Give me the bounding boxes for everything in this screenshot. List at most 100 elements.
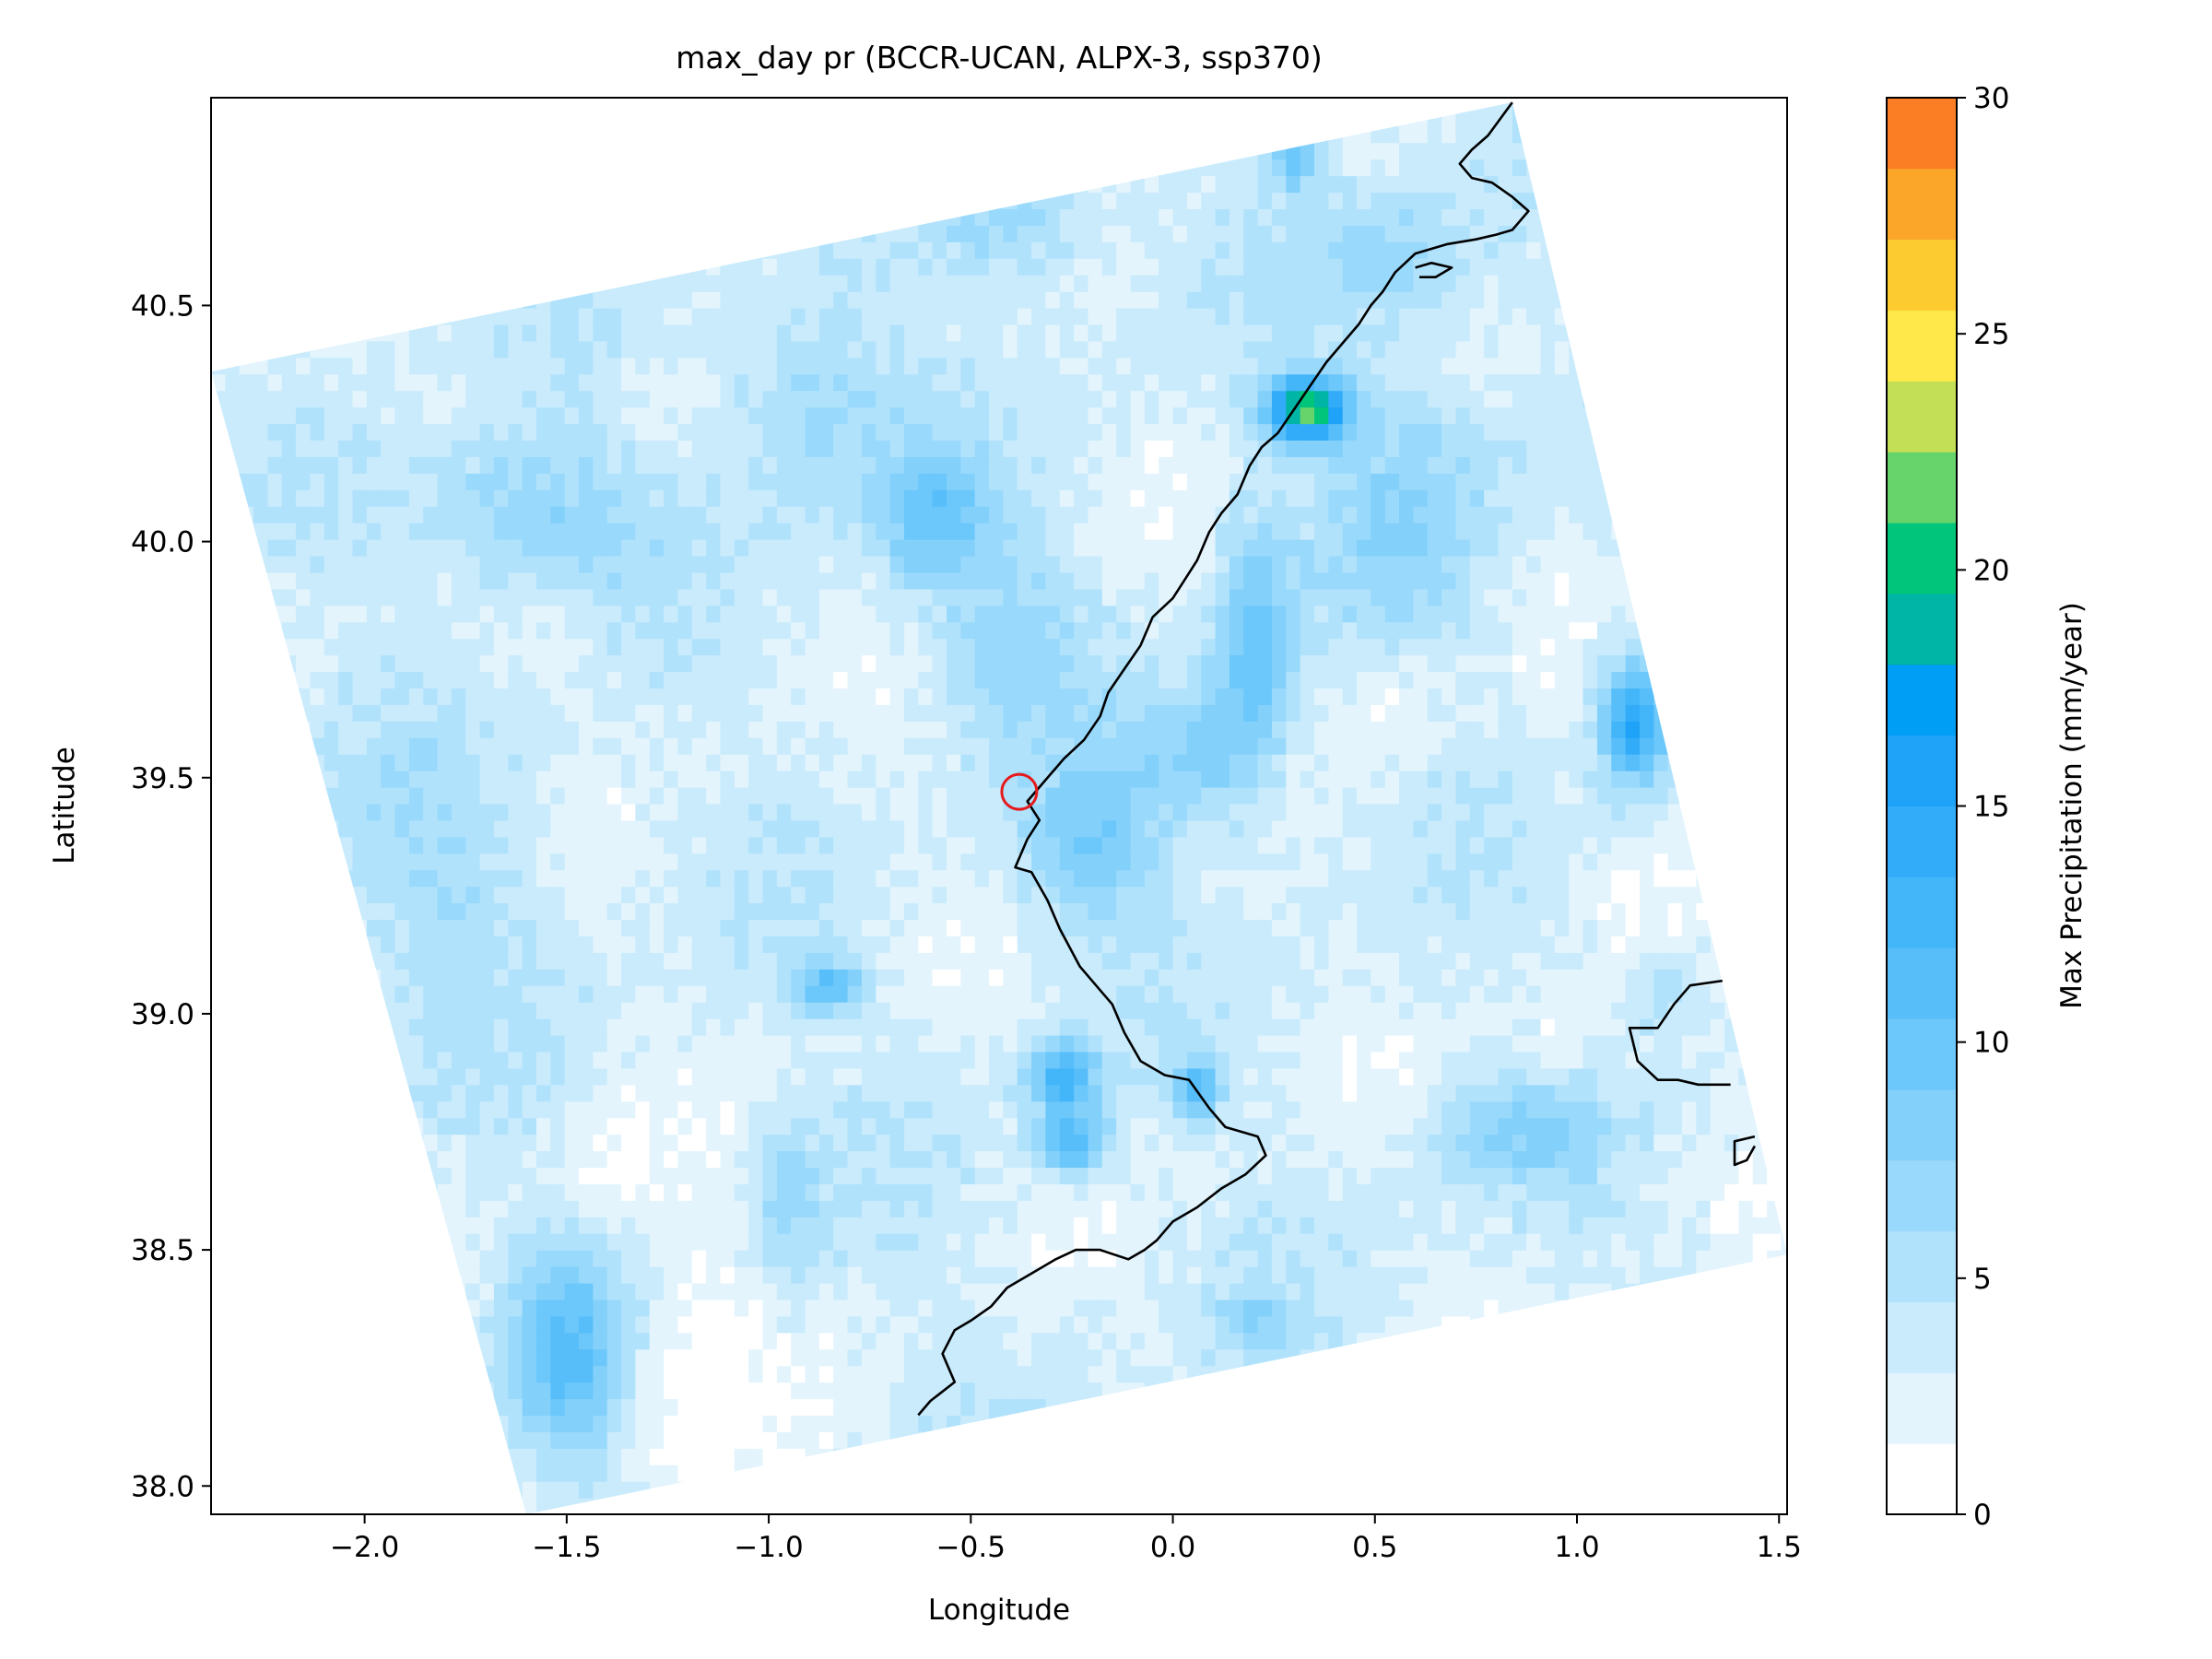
heatmap-cell (635, 919, 651, 936)
heatmap-cell (593, 1448, 608, 1465)
heatmap-cell (239, 588, 254, 606)
heatmap-cell (550, 704, 566, 722)
heatmap-cell (805, 275, 820, 292)
heatmap-cell (805, 159, 820, 177)
heatmap-cell (606, 919, 622, 936)
heatmap-cell (974, 307, 990, 325)
heatmap-cell (564, 771, 580, 788)
heatmap-cell (706, 952, 722, 970)
heatmap-cell (791, 275, 806, 292)
heatmap-cell (677, 1282, 693, 1300)
heatmap-cell (918, 1431, 934, 1449)
heatmap-cell (833, 1250, 849, 1267)
heatmap-cell (947, 555, 961, 573)
heatmap-cell (381, 1348, 396, 1367)
heatmap-cell (932, 1233, 947, 1251)
heatmap-cell (691, 1299, 707, 1317)
heatmap-cell (451, 1134, 466, 1152)
heatmap-cell (593, 1134, 608, 1152)
heatmap-cell (861, 555, 877, 573)
heatmap-cell (296, 935, 312, 953)
heatmap-cell (550, 373, 566, 392)
heatmap-cell (211, 125, 226, 144)
heatmap-cell (762, 952, 778, 970)
heatmap-cell (847, 159, 863, 177)
heatmap-cell (989, 588, 1004, 606)
heatmap-cell (352, 969, 368, 986)
heatmap-cell (677, 440, 693, 457)
heatmap-cell (352, 853, 368, 871)
heatmap-cell (664, 275, 679, 292)
heatmap-cell (281, 1051, 297, 1069)
heatmap-cell (833, 919, 849, 936)
heatmap-cell (593, 192, 608, 209)
heatmap-cell (649, 1465, 665, 1482)
heatmap-cell (225, 142, 241, 160)
heatmap-cell (225, 1498, 241, 1514)
heatmap-cell (1017, 721, 1032, 738)
heatmap-cell (324, 1498, 339, 1514)
heatmap-cell (239, 175, 254, 194)
heatmap-cell (535, 456, 551, 474)
heatmap-cell (394, 340, 410, 359)
heatmap-cell (479, 1365, 495, 1383)
heatmap-cell (352, 737, 368, 755)
heatmap-cell (381, 919, 396, 936)
heatmap-cell (366, 291, 382, 309)
heatmap-cell (493, 803, 509, 821)
heatmap-cell (394, 787, 410, 805)
heatmap-cell (861, 721, 877, 738)
heatmap-cell (889, 787, 905, 805)
heatmap-cell (649, 605, 665, 623)
heatmap-cell (818, 406, 834, 425)
heatmap-cell (493, 688, 509, 705)
heatmap-cell (1017, 473, 1032, 490)
heatmap-cell (281, 539, 297, 557)
heatmap-cell (296, 952, 312, 970)
heatmap-cell (423, 1233, 439, 1251)
heatmap-cell (918, 1084, 934, 1102)
heatmap-cell (423, 275, 439, 292)
heatmap-cell (776, 886, 792, 904)
heatmap-cell (394, 142, 410, 160)
heatmap-cell (465, 523, 481, 540)
heatmap-cell (535, 1315, 551, 1334)
heatmap-cell (253, 1415, 268, 1432)
heatmap-cell (833, 539, 849, 557)
heatmap-cell (324, 142, 339, 160)
heatmap-cell (833, 1117, 849, 1135)
heatmap-cell (649, 1415, 665, 1432)
heatmap-cell (762, 638, 778, 656)
heatmap-cell (508, 969, 524, 986)
heatmap-cell (706, 1365, 722, 1383)
heatmap-cell (606, 985, 622, 1003)
heatmap-cell (423, 671, 439, 689)
heatmap-cell (239, 1348, 254, 1367)
heatmap-cell (281, 275, 297, 292)
heatmap-cell (691, 423, 707, 441)
heatmap-cell (635, 1481, 651, 1499)
heatmap-cell (989, 357, 1004, 375)
heatmap-cell (381, 902, 396, 921)
heatmap-cell (606, 688, 622, 705)
heatmap-cell (762, 1217, 778, 1234)
heatmap-cell (649, 523, 665, 540)
heatmap-cell (947, 102, 961, 111)
heatmap-cell (381, 456, 396, 474)
heatmap-cell (338, 1415, 354, 1432)
heatmap-cell (989, 1034, 1004, 1053)
heatmap-cell (508, 588, 524, 606)
heatmap-cell (649, 539, 665, 557)
heatmap-cell (762, 621, 778, 640)
heatmap-cell (479, 902, 495, 921)
heatmap-cell (239, 1365, 254, 1383)
heatmap-cell (451, 390, 466, 408)
heatmap-cell (720, 819, 735, 838)
heatmap-cell (776, 787, 792, 805)
heatmap-cell (818, 390, 834, 408)
heatmap-cell (522, 638, 537, 656)
heatmap-cell (960, 555, 976, 573)
heatmap-cell (606, 1200, 622, 1218)
heatmap-cell (564, 258, 580, 276)
heatmap-cell (664, 1299, 679, 1317)
